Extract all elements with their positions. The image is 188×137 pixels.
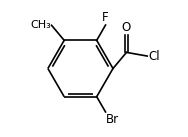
Text: Cl: Cl xyxy=(148,50,159,63)
Text: CH₃: CH₃ xyxy=(30,20,51,30)
Text: O: O xyxy=(122,21,131,34)
Text: F: F xyxy=(102,11,109,24)
Text: Br: Br xyxy=(106,113,119,126)
